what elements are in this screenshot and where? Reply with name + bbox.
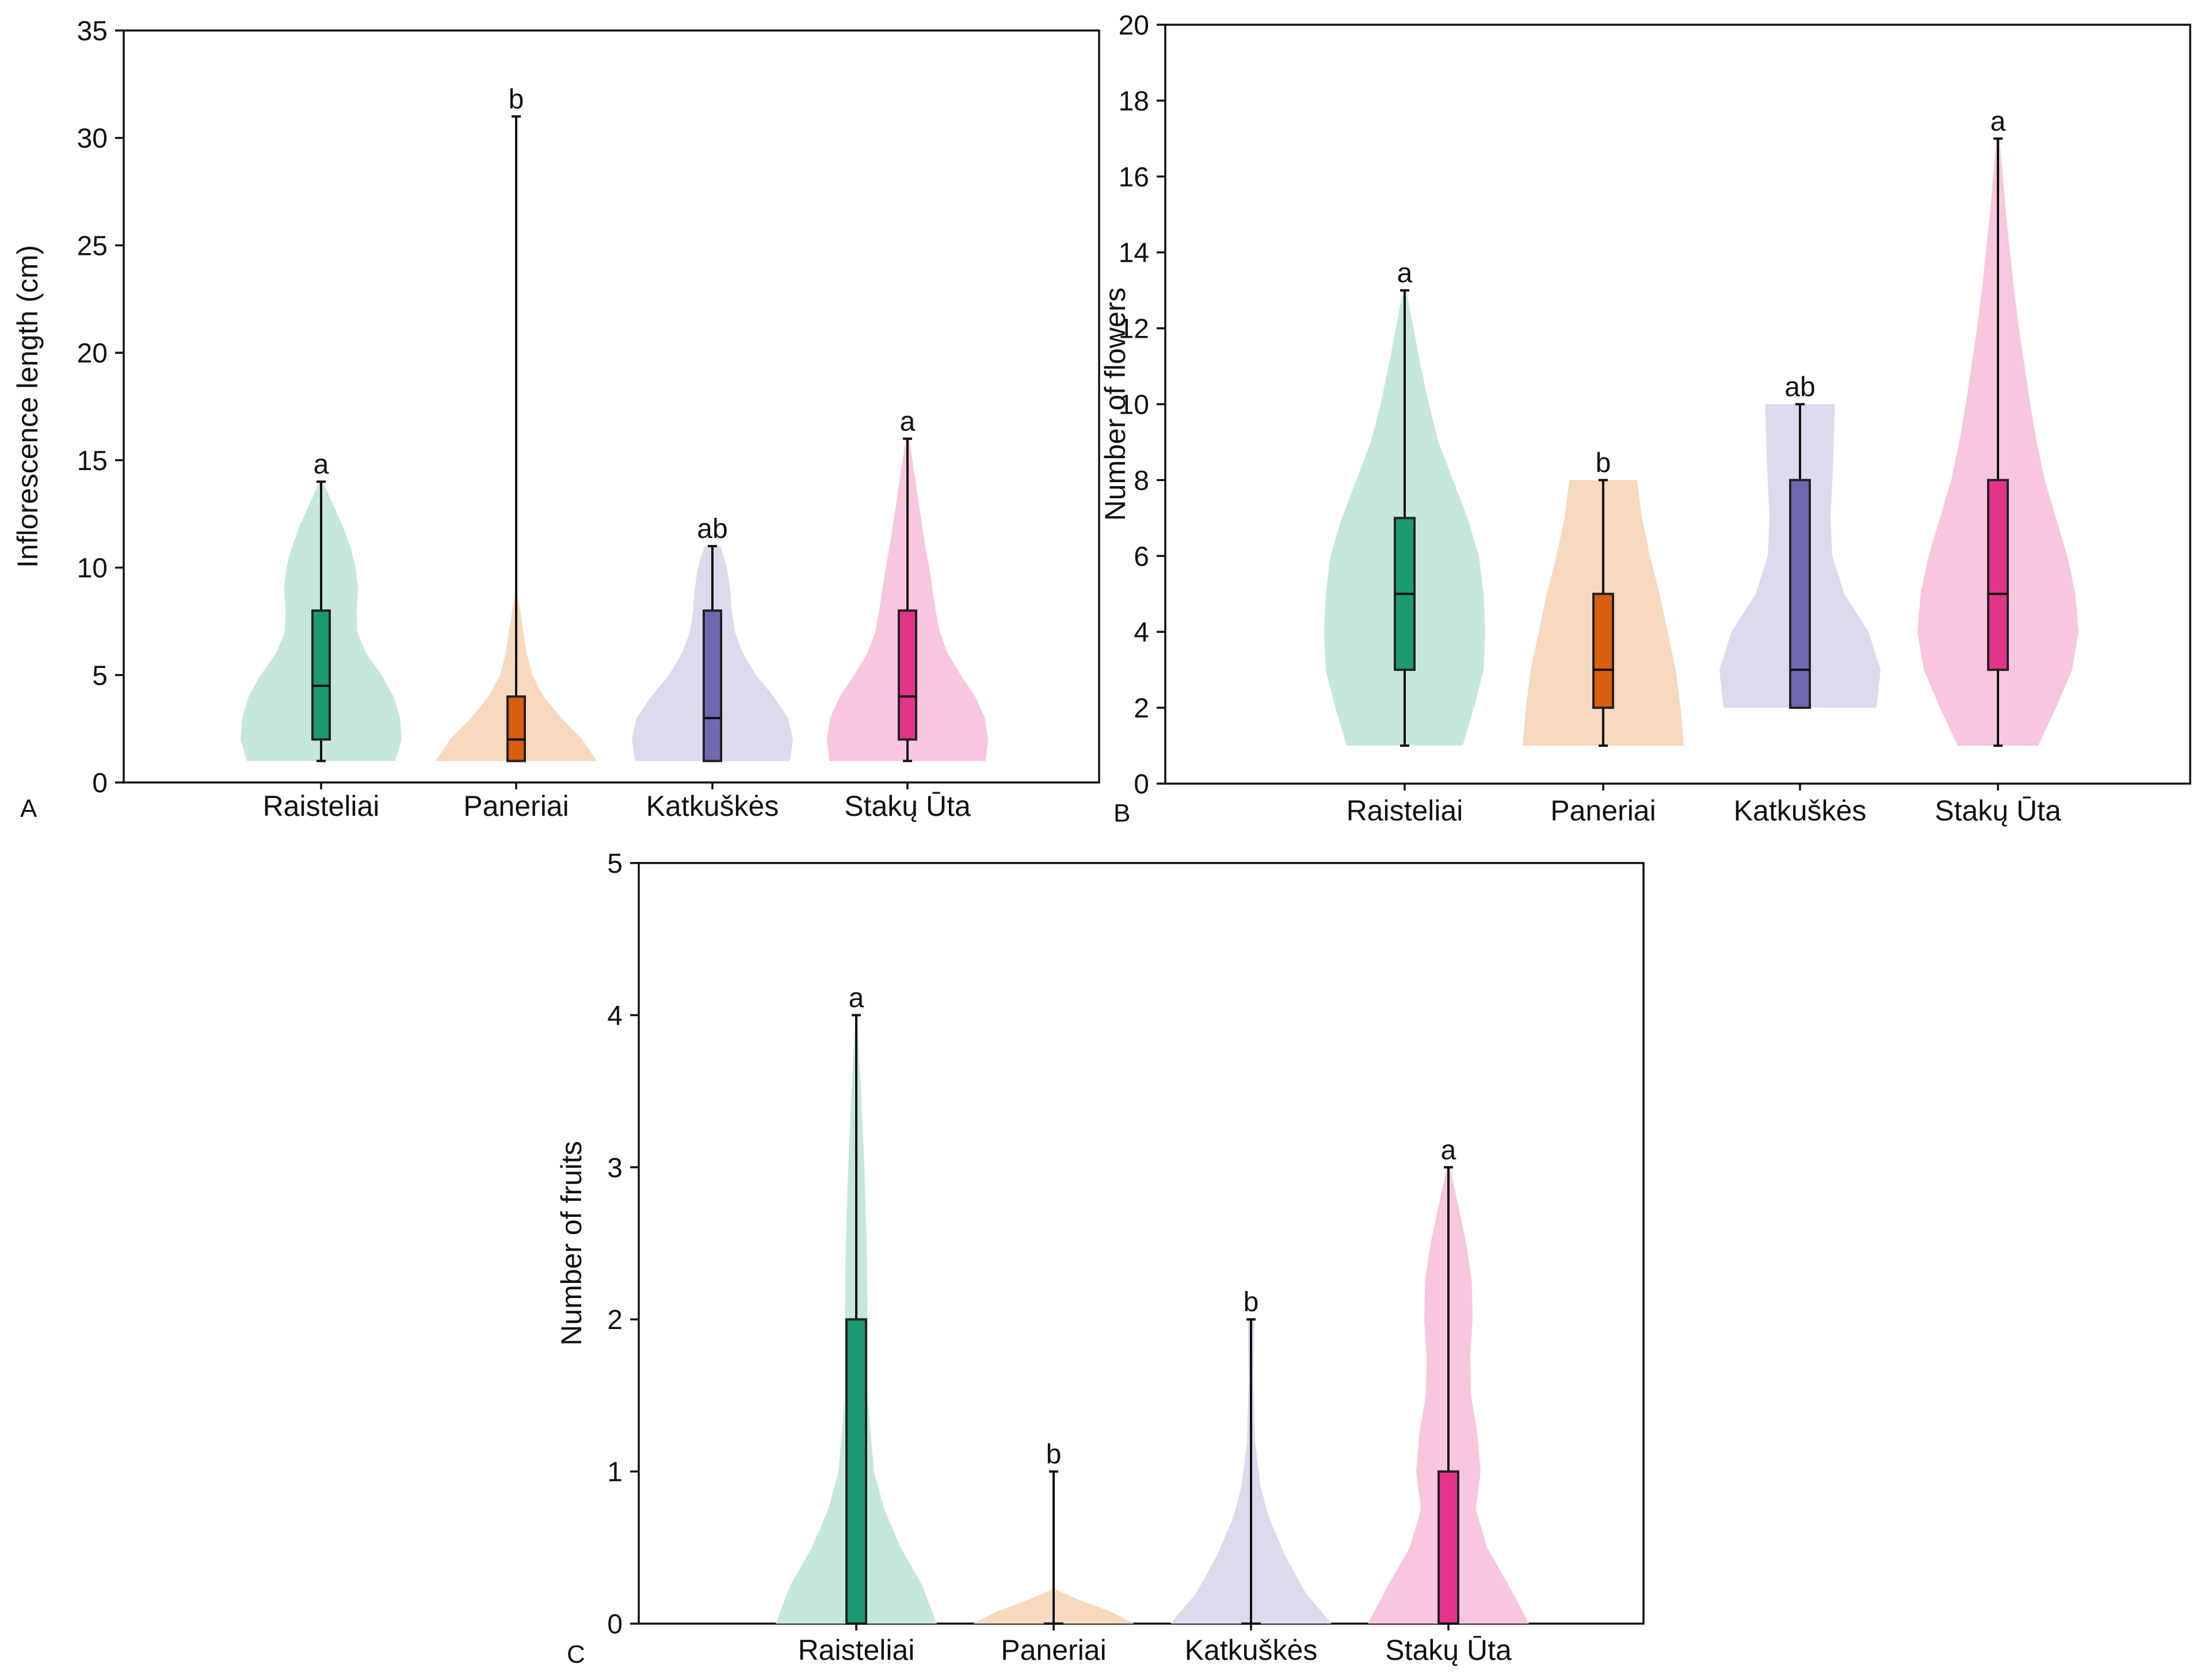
y-tick-label: 15	[77, 446, 108, 476]
y-tick-label: 2	[1134, 693, 1149, 724]
plot-frame	[638, 862, 1645, 1625]
significance-letter: b	[509, 84, 524, 114]
significance-letter: ab	[1784, 372, 1815, 403]
x-tick-label: Paneriai	[1001, 1634, 1106, 1666]
y-tick-label: 0	[1134, 769, 1149, 800]
iqr-box-4	[1437, 1470, 1459, 1625]
y-tick-label: 2	[607, 1305, 623, 1335]
y-tick-label: 25	[77, 231, 108, 261]
iqr-box-3	[703, 609, 722, 762]
y-tick-label: 35	[77, 16, 108, 47]
x-tick-label: Stakų Ūta	[844, 790, 971, 822]
significance-letter: a	[900, 407, 916, 437]
iqr-box-1	[845, 1318, 867, 1625]
plot-frame	[123, 29, 1100, 784]
significance-letter: ab	[697, 514, 727, 544]
iqr-box-3	[1789, 479, 1811, 709]
panel-letter: A	[20, 795, 37, 823]
y-tick-label: 14	[1119, 238, 1149, 269]
panel-c: 0 1 2 3 4 5 Number of fruits C Raisteliai a Paneri…	[555, 849, 1645, 1668]
x-tick-label: Stakų Ūta	[1935, 795, 2061, 827]
x-tick-label: Paneriai	[463, 790, 569, 822]
panel-letter: B	[1113, 799, 1130, 827]
y-axis-title: Inflorescence length (cm)	[12, 245, 44, 568]
x-tick-label: Paneriai	[1550, 795, 1656, 827]
y-tick-label: 0	[92, 768, 108, 799]
significance-letter: a	[1441, 1135, 1456, 1166]
x-tick-label: Raisteliai	[1347, 795, 1463, 827]
y-tick-label: 30	[77, 124, 108, 154]
y-tick-label: 0	[607, 1609, 623, 1640]
iqr-box-1	[311, 609, 331, 741]
y-tick-label: 10	[77, 553, 108, 584]
y-axis-title: Number of flowers	[1099, 288, 1131, 521]
significance-letter: b	[1244, 1287, 1259, 1318]
y-tick-label: 1	[607, 1457, 623, 1488]
y-tick-label: 18	[1119, 86, 1149, 117]
y-tick-label: 4	[1134, 617, 1149, 648]
iqr-box-4	[1987, 479, 2009, 671]
significance-letter: a	[1397, 258, 1413, 289]
y-tick-label: 16	[1119, 162, 1149, 193]
y-tick-label: 10	[1119, 390, 1149, 421]
iqr-box-2	[506, 695, 526, 762]
y-tick-label: 4	[607, 1001, 623, 1031]
x-tick-label: Raisteliai	[263, 790, 380, 822]
x-tick-label: Raisteliai	[798, 1634, 915, 1666]
x-tick-label: Katkuškės	[1734, 795, 1867, 827]
y-axis-title: Number of fruits	[555, 1141, 588, 1346]
significance-letter: b	[1596, 448, 1611, 478]
panel-a: 0 5 10 15 20 25 30 35 Inflorescence length (cm) A…	[12, 16, 1100, 823]
significance-letter: b	[1046, 1440, 1062, 1470]
significance-letter: a	[314, 449, 329, 480]
significance-letter: a	[849, 983, 864, 1013]
y-tick-label: 20	[77, 338, 108, 369]
y-tick-label: 12	[1119, 314, 1149, 345]
y-tick-label: 3	[607, 1153, 623, 1183]
panel-letter: C	[567, 1640, 585, 1668]
y-tick-label: 8	[1134, 465, 1149, 496]
y-tick-label: 20	[1119, 10, 1149, 41]
panel-b: 0 2 4 6 8 10 12 14 16 18 20 Number of flowers B Raist…	[1099, 10, 2191, 827]
x-tick-label: Stakų Ūta	[1385, 1634, 1512, 1666]
x-tick-label: Katkuškės	[1185, 1634, 1318, 1666]
x-tick-label: Katkuškės	[646, 790, 779, 822]
iqr-box-4	[898, 609, 917, 741]
y-tick-label: 5	[92, 660, 108, 691]
y-tick-label: 5	[607, 849, 623, 879]
iqr-box-2	[1592, 593, 1614, 709]
y-tick-label: 6	[1134, 541, 1149, 572]
significance-letter: a	[1990, 106, 2006, 137]
